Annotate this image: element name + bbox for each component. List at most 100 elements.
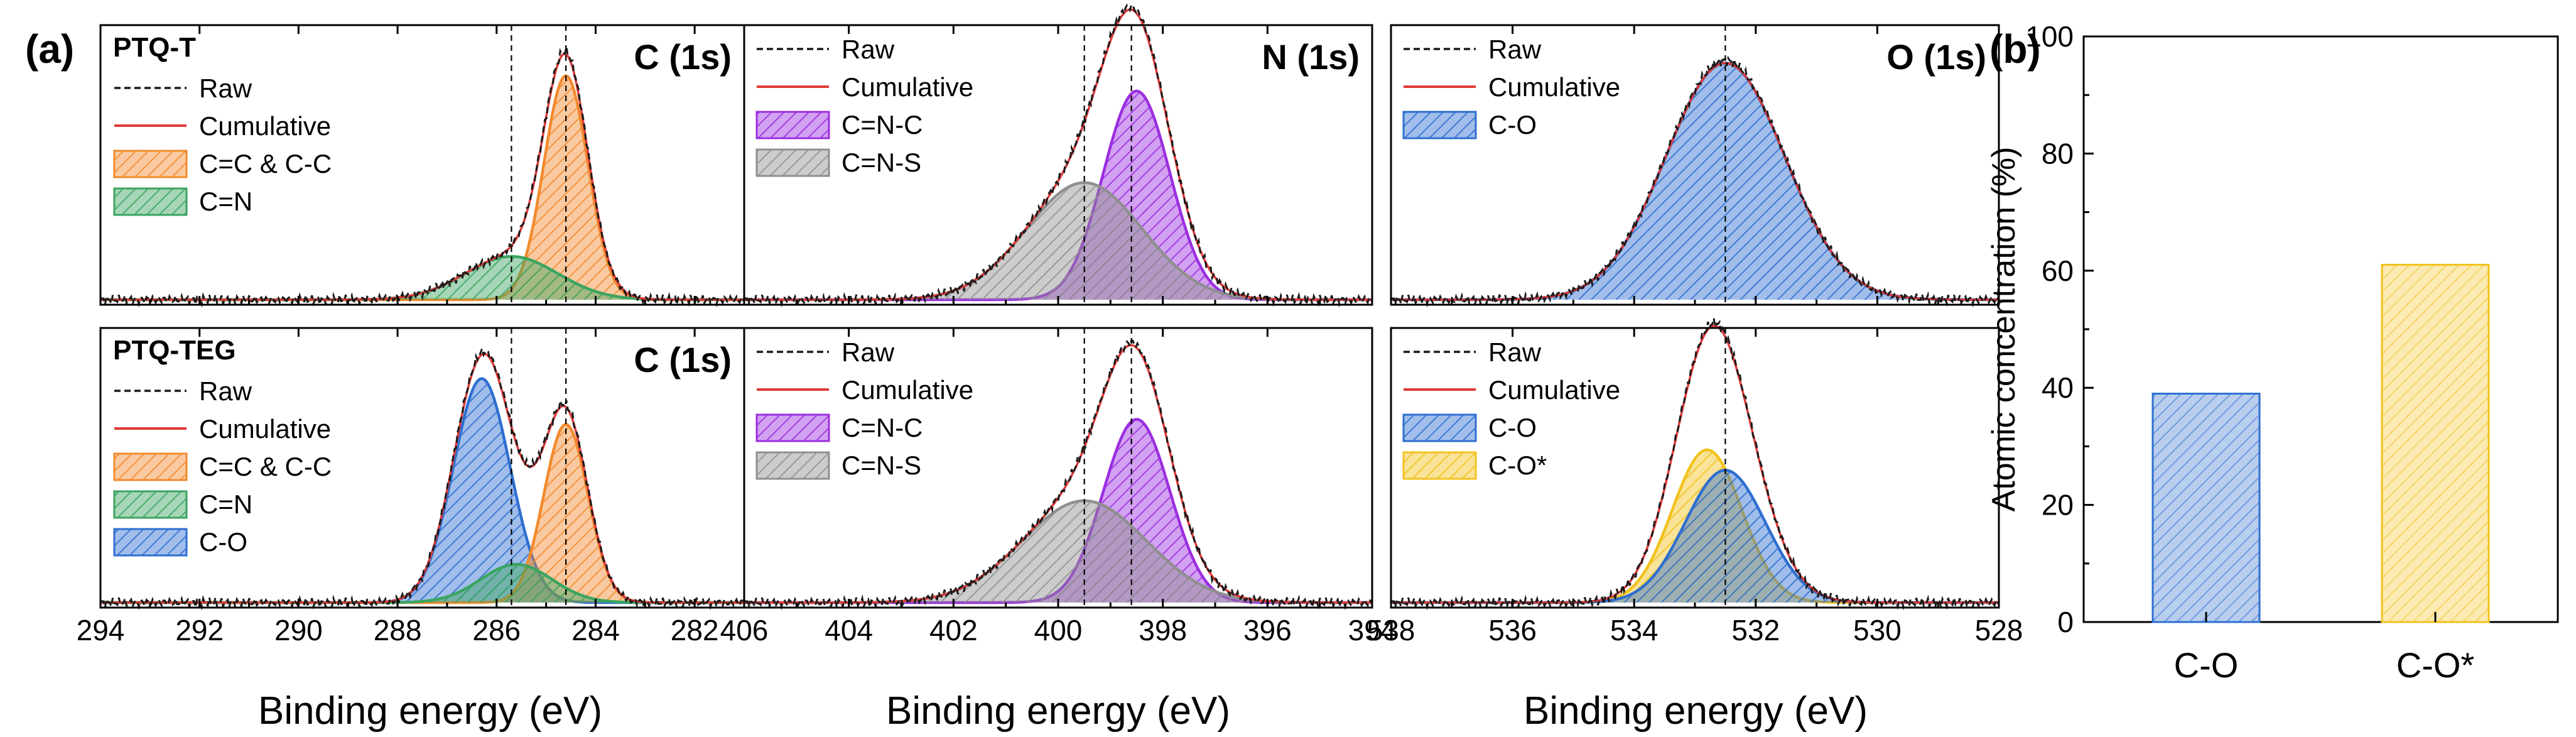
legend-label: C=N-C (842, 413, 923, 442)
xps-panel-o-1s-ptq-t: O (1s) Raw Cumulative C-O (1390, 24, 2000, 308)
x-tick-label: 290 (274, 614, 323, 647)
x-tick-label: 294 (77, 614, 125, 647)
bar-c-o (2381, 263, 2490, 623)
xps-panel-spectrum-ptq-teg: 406 404 402 400 398 396 394 Raw Cumulative C=N-C C… (720, 327, 1397, 647)
legend-item-raw: Raw (114, 376, 252, 406)
sample-label: PTQ-T (113, 32, 196, 63)
legend-item-c-o: C-O (113, 527, 247, 557)
x-category-label: C-O (2174, 645, 2239, 685)
x-tick-label: 398 (1139, 614, 1187, 647)
legend-label: Cumulative (1488, 72, 1620, 102)
component-fill-c-n-s (744, 501, 1372, 603)
x-category-label: C-O* (2396, 645, 2474, 685)
legend-label: Cumulative (842, 375, 973, 405)
legend-swatch-c-n-c (755, 413, 830, 442)
legend-label: C=N-S (842, 450, 921, 480)
y-tick-label: 20 (2042, 489, 2074, 521)
legend-swatch-c-o (1402, 111, 1477, 139)
legend-swatch-c-o (113, 528, 188, 557)
x-tick-label: 394 (1348, 614, 1397, 647)
legend-label: C=N (199, 489, 252, 519)
legend-item-c-n: C=N (113, 489, 252, 519)
component-fill-c-o (1391, 63, 1999, 300)
legend-item-raw: Raw (114, 74, 252, 103)
legend-swatch-c-o (1402, 413, 1477, 442)
component-line-c-o (100, 377, 744, 604)
component-fill-c-c-c-c (100, 424, 744, 603)
legend-item-cumulative: Cumulative (1404, 375, 1620, 405)
bar-c-o (2151, 393, 2261, 623)
legend-label: C=C & C-C (199, 452, 332, 481)
y-axis-title: Atomic concentration (%) (1986, 147, 2022, 512)
legend-item-cumulative: Cumulative (757, 375, 973, 405)
component-fill-c-o (1391, 470, 1999, 603)
legend-label: Raw (199, 74, 252, 103)
y-tick-label: 60 (2042, 254, 2074, 287)
legend-label: Raw (842, 35, 895, 64)
legend-label: Raw (842, 337, 895, 367)
legend-item-c-o: C-O (1402, 110, 1537, 139)
y-tick-label: 40 (2042, 371, 2074, 404)
legend-item-c-n-c: C=N-C (755, 413, 923, 442)
x-tick-label: 402 (929, 614, 978, 647)
xps-panel-spectrum-ptq-teg: 538 536 534 532 530 528 Raw Cumulative C-O C-O* (1367, 318, 2023, 647)
legend-label: Cumulative (199, 414, 331, 444)
xps-panel-n-1s-ptq-t: N (1s) Raw Cumulative C=N-C C=N-S (743, 3, 1373, 308)
legend-label: C-O (1488, 413, 1537, 442)
legend-swatch-c-n (113, 490, 188, 519)
x-axis-labels: Binding energy (eV) Binding energy (eV) … (258, 689, 1868, 733)
x-tick-label: 536 (1488, 614, 1537, 647)
raw-line (100, 345, 745, 611)
legend-label: Cumulative (842, 72, 973, 102)
x-tick-label: 534 (1610, 614, 1659, 647)
region-title: N (1s) (1262, 37, 1360, 77)
x-axis-title-carbon: Binding energy (eV) (258, 689, 602, 733)
x-tick-label: 288 (374, 614, 422, 647)
legend-item-c-c-c-c: C=C & C-C (113, 452, 332, 481)
legend-label: Raw (1488, 337, 1542, 367)
region-title: C (1s) (634, 340, 732, 379)
x-tick-label: 406 (720, 614, 769, 647)
legend-item-c-o: C-O (1402, 413, 1537, 442)
x-tick-label: 286 (472, 614, 521, 647)
cumulative-line (100, 52, 744, 301)
legend-swatch-c-n-c (755, 111, 830, 139)
bar-panel: 0 20 40 60 80 100 C-O C-O* Atomic concentration … (1986, 20, 2559, 685)
legend-item-cumulative: Cumulative (757, 72, 973, 102)
x-tick-label: 530 (1853, 614, 1902, 647)
x-tick-label: 404 (825, 614, 873, 647)
legend-label: C-O (1488, 110, 1537, 139)
x-tick-label: 400 (1034, 614, 1083, 647)
legend-item-c-n-s: C=N-S (755, 450, 921, 480)
legend-item-c-c-c-c: C=C & C-C (113, 149, 332, 178)
xps-panel-c-1s-ptq-t: PTQ-T C (1s) Raw Cumulative C=C & C-C C=N (99, 24, 745, 308)
sample-label: PTQ-TEG (113, 335, 236, 366)
x-tick-label: 532 (1731, 614, 1780, 647)
x-tick-label: 282 (671, 614, 719, 647)
region-title: C (1s) (634, 37, 732, 77)
legend-swatch-c-n (113, 187, 188, 216)
legend-swatch-c-c-c-c (113, 452, 188, 481)
region-title: O (1s) (1886, 37, 1986, 77)
legend-item-cumulative: Cumulative (1404, 72, 1620, 102)
x-tick-label: 292 (175, 614, 224, 647)
component-fill-c-n (100, 256, 744, 300)
legend-item-c-n: C=N (113, 187, 252, 216)
legend-item-cumulative: Cumulative (114, 414, 331, 444)
legend-label: Raw (1488, 35, 1542, 64)
component-fill-c-o (100, 378, 744, 603)
x-axis-title-oxygen: Binding energy (eV) (1523, 689, 1868, 733)
legend-swatch-c-n-s (755, 451, 830, 480)
legend-label: Cumulative (199, 111, 331, 141)
raw-line (100, 46, 745, 308)
legend-label: C=N (199, 187, 252, 216)
legend-label: Cumulative (1488, 375, 1620, 405)
legend-item-cumulative: Cumulative (114, 111, 331, 141)
y-tick-label: 100 (2025, 20, 2074, 53)
x-tick-label: 396 (1243, 614, 1292, 647)
legend-item-raw: Raw (1404, 337, 1542, 367)
component-line-c-c-c-c (100, 74, 744, 302)
component-fill-c-c-c-c (100, 75, 744, 300)
legend-item-c-n-s: C=N-S (755, 148, 921, 177)
